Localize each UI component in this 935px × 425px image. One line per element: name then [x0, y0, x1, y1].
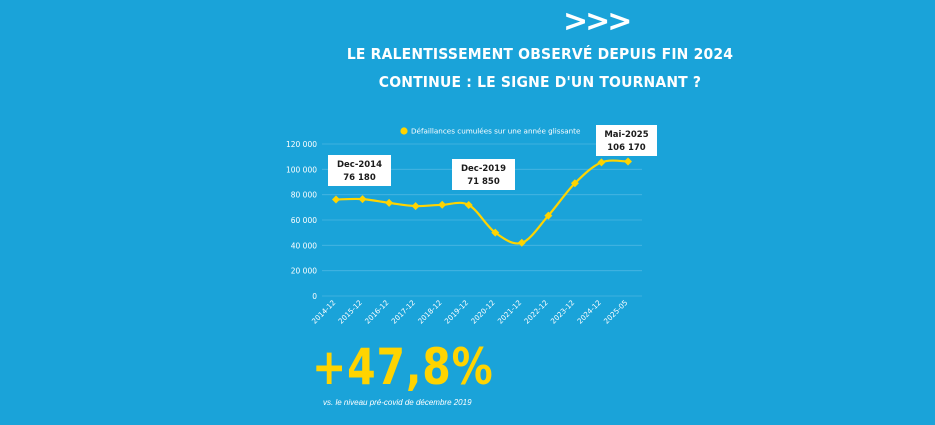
- y-tick-label: 120 000: [286, 140, 317, 149]
- data-point: [570, 179, 579, 188]
- x-tick-label: 2019-12: [443, 298, 471, 326]
- y-tick-label: 60 000: [291, 216, 317, 225]
- title-line-2: CONTINUE : LE SIGNE D'UN TOURNANT ?: [378, 73, 702, 91]
- x-tick-label: 2014-12: [310, 298, 338, 326]
- highlight-value: +47,8%: [312, 338, 494, 396]
- data-point: [624, 157, 632, 166]
- y-tick-label: 0: [312, 292, 317, 301]
- x-tick-label: 2017-12: [389, 298, 417, 326]
- annotation-box: [328, 155, 391, 186]
- annotation-value: 106 170: [607, 143, 646, 153]
- data-point: [438, 200, 447, 209]
- annotation-box: [452, 159, 515, 190]
- data-point: [464, 200, 473, 209]
- x-tick-label: 2018-12: [416, 298, 444, 326]
- data-point: [385, 198, 394, 207]
- annotation-date: Mai-2025: [604, 130, 648, 140]
- title-line-1: LE RALENTISSEMENT OBSERVÉ DEPUIS FIN 202…: [346, 45, 734, 63]
- legend-marker: [400, 127, 408, 135]
- x-tick-label: 2022-12: [522, 298, 550, 326]
- chevrons-decoration: >>>: [563, 4, 632, 39]
- data-point: [358, 195, 367, 204]
- data-point: [517, 238, 526, 247]
- data-point: [332, 195, 340, 204]
- annotation-box: [596, 125, 657, 156]
- highlight-note: vs. le niveau pré-covid de décembre 2019: [323, 398, 472, 407]
- x-tick-label: 2021-12: [496, 298, 524, 326]
- x-tick-label: 2023-12: [549, 298, 577, 326]
- legend-label: Défaillances cumulées sur une année glis…: [411, 127, 581, 136]
- y-tick-label: 20 000: [291, 267, 317, 276]
- annotation-value: 71 850: [467, 177, 500, 187]
- data-point: [411, 202, 420, 211]
- data-point: [597, 158, 606, 167]
- x-tick-label: 2024-12: [575, 298, 603, 326]
- y-tick-label: 100 000: [286, 165, 317, 174]
- annotation-value: 76 180: [343, 173, 376, 183]
- page-title: LE RALENTISSEMENT OBSERVÉ DEPUIS FIN 202…: [270, 40, 810, 96]
- data-point: [544, 211, 553, 220]
- annotation-date: Dec-2014: [337, 160, 382, 170]
- x-tick-label: 2020-12: [469, 298, 497, 326]
- data-point: [491, 228, 500, 237]
- x-tick-label: 2016-12: [363, 298, 391, 326]
- annotation-date: Dec-2019: [461, 164, 506, 174]
- x-tick-label: 2025-05: [602, 298, 630, 326]
- y-tick-label: 80 000: [291, 191, 317, 200]
- y-tick-label: 40 000: [291, 241, 317, 250]
- x-tick-label: 2015-12: [336, 298, 364, 326]
